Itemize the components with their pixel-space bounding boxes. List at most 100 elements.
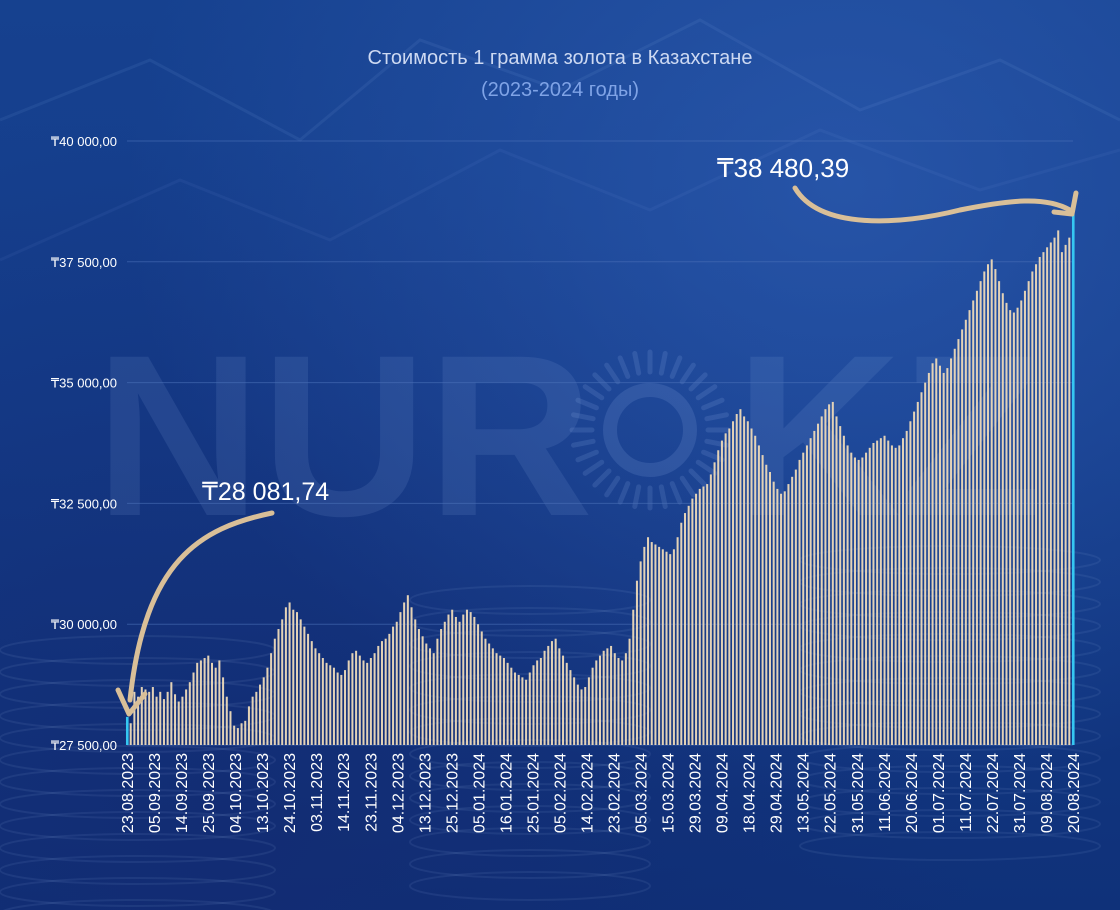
- bar: [1042, 252, 1045, 745]
- background-line-decor: [0, 128, 1120, 262]
- bar: [791, 476, 794, 745]
- bar: [525, 679, 528, 745]
- bar: [532, 665, 535, 745]
- bar: [931, 363, 934, 745]
- bar: [259, 684, 262, 745]
- bar: [757, 445, 760, 745]
- bar: [262, 677, 265, 745]
- bar: [314, 648, 317, 745]
- bar: [887, 440, 890, 745]
- bar: [787, 484, 790, 745]
- bar: [543, 650, 546, 745]
- bar: [255, 691, 258, 745]
- bar: [303, 626, 306, 745]
- bar: [554, 638, 557, 745]
- bar: [953, 348, 956, 745]
- bar: [565, 662, 568, 745]
- bar: [865, 452, 868, 745]
- bar: [377, 645, 380, 745]
- bar: [181, 696, 184, 745]
- bar: [809, 438, 812, 745]
- bar: [251, 696, 254, 745]
- coin-stack-decor: [409, 629, 651, 659]
- bar: [329, 665, 332, 745]
- bar: [462, 614, 465, 745]
- bar: [550, 641, 553, 745]
- bar: [229, 711, 232, 745]
- bar: [968, 310, 971, 745]
- bar: [403, 602, 406, 745]
- x-tick-label: 09.08.2024: [1039, 753, 1056, 833]
- bar: [432, 653, 435, 745]
- bar: [927, 372, 930, 745]
- x-tick-label: 04.12.2023: [390, 753, 407, 833]
- bar: [1001, 293, 1004, 745]
- bar: [414, 619, 417, 745]
- x-tick-label: 05.01.2024: [471, 753, 488, 833]
- bar: [562, 655, 565, 745]
- bar: [610, 645, 613, 745]
- x-tick-label: 03.11.2023: [309, 753, 326, 832]
- bar: [222, 677, 225, 745]
- bar: [650, 542, 653, 745]
- bar: [632, 609, 635, 745]
- bar: [144, 689, 147, 745]
- bar: [502, 658, 505, 745]
- bar: [946, 368, 949, 745]
- coin-stack-decor: [2, 899, 273, 910]
- bar: [1064, 244, 1067, 745]
- sun-ray: [575, 449, 599, 463]
- bar: [491, 648, 494, 745]
- bar: [713, 462, 716, 745]
- x-tick-label: 20.08.2024: [1066, 753, 1083, 833]
- bar: [539, 658, 542, 745]
- bar: [680, 522, 683, 745]
- sun-ray: [617, 481, 631, 505]
- bar: [125, 716, 129, 745]
- x-tick-label: 29.03.2024: [688, 753, 705, 833]
- bar: [920, 392, 923, 745]
- y-tick-label: ₸37 500,00: [51, 255, 117, 270]
- bar: [846, 445, 849, 745]
- bar: [842, 435, 845, 745]
- sun-ray: [695, 384, 718, 401]
- bar: [628, 638, 631, 745]
- bar: [872, 443, 875, 745]
- bar: [369, 658, 372, 745]
- sun-ray: [604, 362, 621, 385]
- sun-ray: [695, 459, 718, 476]
- coin-stack-decor: [799, 743, 1101, 773]
- bar: [964, 319, 967, 745]
- bar: [495, 653, 498, 745]
- x-tick-label: 31.05.2024: [850, 753, 867, 833]
- bar: [617, 658, 620, 745]
- bar: [695, 493, 698, 745]
- bar: [935, 358, 938, 745]
- bar: [417, 629, 420, 745]
- bar: [399, 612, 402, 745]
- bar: [938, 365, 941, 745]
- gridlines: [127, 140, 1073, 746]
- bar: [672, 549, 675, 745]
- bar: [133, 691, 136, 745]
- x-tick-label: 16.01.2024: [498, 753, 515, 833]
- bar: [898, 445, 901, 745]
- bar: [765, 464, 768, 745]
- bar: [909, 421, 912, 745]
- bar: [587, 677, 590, 745]
- coin-stack-decor: [409, 585, 651, 615]
- bar: [1060, 252, 1063, 745]
- coin-stack-decor: [0, 745, 276, 775]
- sun-ray: [669, 481, 683, 505]
- bar: [957, 339, 960, 745]
- x-tick-label: 14.09.2023: [174, 753, 191, 833]
- bar: [318, 653, 321, 745]
- annotation-arrowhead-end: [1051, 190, 1079, 217]
- bar: [868, 447, 871, 745]
- annotation-arrow-start: [127, 510, 275, 703]
- bar: [273, 638, 276, 745]
- coin-stack-decor: [799, 831, 1101, 861]
- bar: [266, 667, 269, 745]
- bar: [905, 430, 908, 745]
- bar: [835, 416, 838, 745]
